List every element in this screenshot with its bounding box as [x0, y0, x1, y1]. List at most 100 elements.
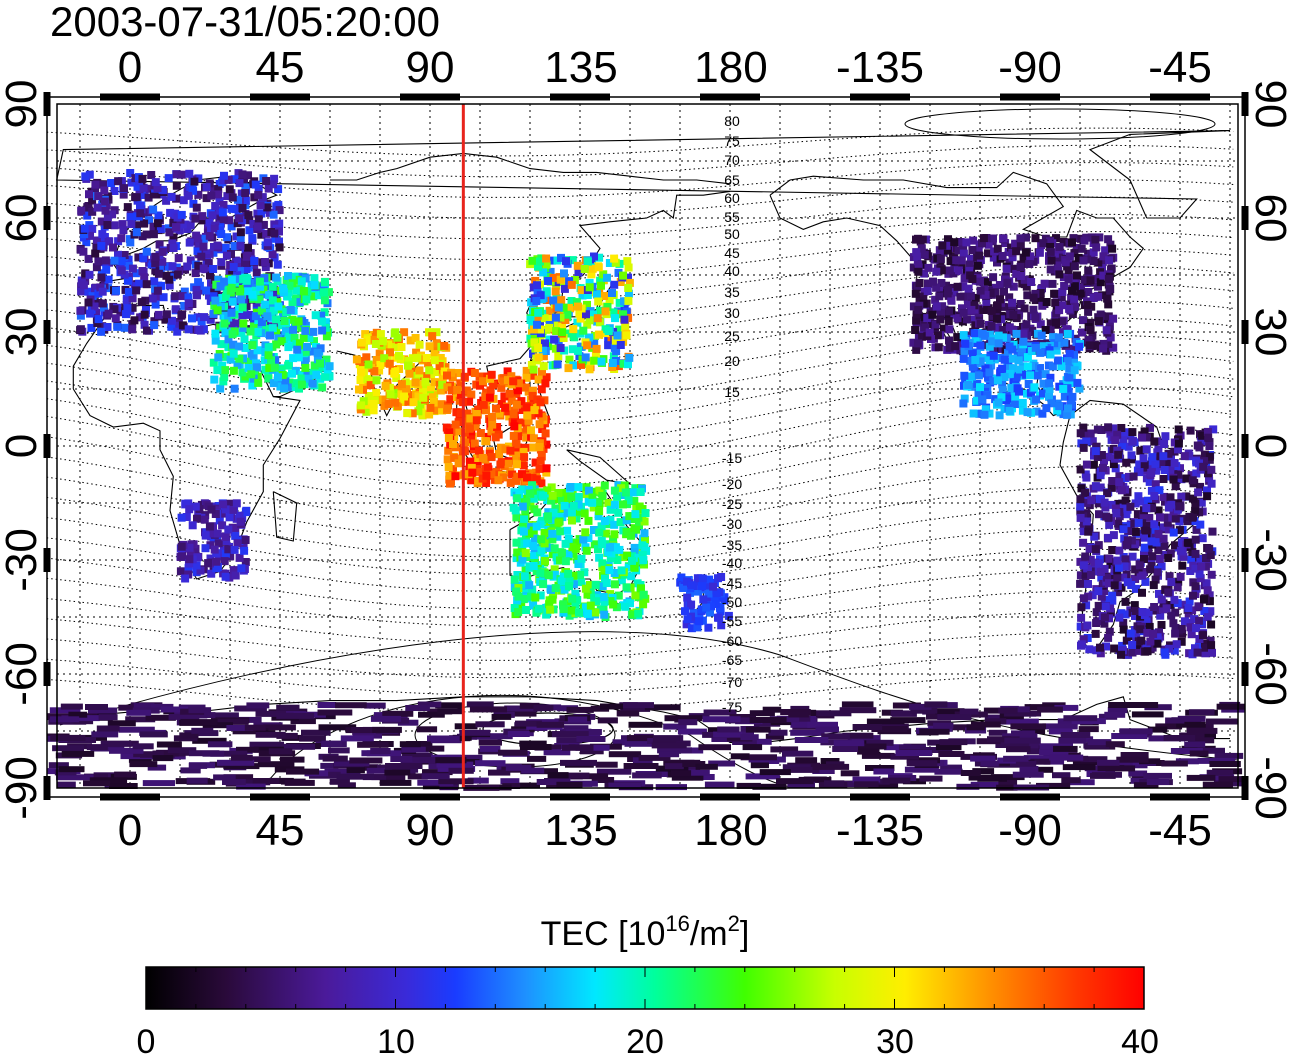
tec-point	[971, 356, 980, 364]
tec-point	[589, 310, 597, 319]
tec-point	[993, 314, 1001, 323]
tec-point	[938, 751, 965, 757]
tec-point	[189, 186, 198, 195]
tec-point	[918, 312, 927, 321]
tec-point	[610, 280, 619, 289]
tec-point	[617, 484, 626, 493]
tec-point	[421, 773, 450, 780]
tec-point	[369, 406, 378, 415]
tec-point	[1128, 455, 1136, 464]
tec-point	[729, 714, 756, 720]
tec-point	[768, 729, 788, 736]
tec-point	[210, 545, 219, 554]
tec-point	[619, 500, 627, 509]
tec-point	[613, 492, 622, 501]
tec-point	[236, 234, 245, 243]
tec-point	[225, 185, 234, 194]
tec-point	[577, 578, 586, 587]
tec-point	[964, 381, 973, 389]
tec-point	[317, 771, 341, 778]
tec-point	[503, 376, 512, 385]
tec-point	[1070, 366, 1079, 375]
tec-point	[185, 555, 194, 564]
tec-point	[1156, 513, 1164, 522]
tec-point	[595, 486, 604, 495]
tec-point	[937, 714, 972, 721]
tec-point	[489, 380, 498, 389]
tec-point	[438, 373, 447, 382]
tec-point	[454, 459, 463, 468]
tec-point	[284, 272, 292, 280]
tec-point	[1177, 625, 1186, 633]
tec-point	[1031, 234, 1040, 243]
tec-point	[1139, 454, 1148, 463]
tec-point	[241, 558, 250, 566]
tec-point	[1113, 573, 1122, 582]
tec-point	[559, 334, 568, 342]
tec-point	[245, 226, 254, 235]
tec-point	[976, 286, 985, 295]
tec-point	[236, 746, 259, 753]
tec-point	[1187, 555, 1196, 564]
tec-point	[940, 764, 962, 771]
tec-point	[456, 391, 465, 399]
tec-point	[118, 220, 127, 229]
tec-point	[518, 406, 527, 414]
tec-point	[1205, 591, 1214, 600]
tec-point	[914, 263, 923, 272]
tec-point	[549, 590, 558, 599]
tec-point	[604, 547, 613, 556]
tec-point	[214, 185, 223, 193]
tec-point	[788, 711, 809, 718]
tec-point	[313, 348, 322, 357]
tec-point	[144, 193, 153, 202]
tec-point	[1097, 592, 1106, 601]
tec-point	[214, 190, 223, 199]
tec-point	[1109, 531, 1118, 540]
tec-point	[361, 330, 370, 339]
tec-point	[1089, 248, 1098, 257]
tec-point	[628, 556, 636, 565]
tec-point	[1082, 473, 1091, 482]
tec-point	[1177, 637, 1186, 646]
tec-point	[644, 704, 681, 711]
tec-point	[1196, 520, 1205, 529]
tec-point	[924, 263, 933, 272]
tec-point	[1037, 706, 1063, 713]
tec-point	[914, 267, 923, 276]
tec-point	[979, 234, 988, 243]
tec-point	[138, 267, 147, 275]
tec-point	[971, 293, 980, 302]
tec-point	[1086, 429, 1095, 438]
tec-point	[953, 282, 962, 291]
tec-point	[1116, 756, 1149, 763]
tec-point	[597, 281, 605, 290]
tec-point	[231, 531, 240, 540]
tec-point	[681, 607, 689, 616]
tec-point	[357, 401, 366, 410]
tec-point	[623, 702, 654, 709]
tec-point	[1177, 538, 1186, 547]
tec-point	[529, 526, 538, 535]
tec-point	[539, 580, 548, 589]
tec-point	[538, 425, 547, 433]
tec-point	[1076, 495, 1085, 504]
tec-point	[160, 706, 189, 713]
tec-point	[1011, 239, 1020, 248]
tec-point	[209, 292, 218, 301]
tec-point	[519, 461, 528, 470]
tec-point	[123, 203, 132, 212]
tec-point	[364, 400, 373, 409]
tec-point	[425, 342, 434, 351]
tec-point	[88, 707, 118, 714]
tec-point	[902, 778, 926, 785]
tec-point	[522, 366, 531, 375]
tec-point	[520, 453, 529, 462]
tec-point	[443, 371, 451, 380]
tec-point	[124, 288, 133, 296]
tec-point	[557, 548, 566, 557]
tec-point	[994, 339, 1003, 348]
tec-point	[610, 569, 619, 577]
tec-point	[998, 252, 1007, 260]
tec-point	[865, 765, 895, 771]
